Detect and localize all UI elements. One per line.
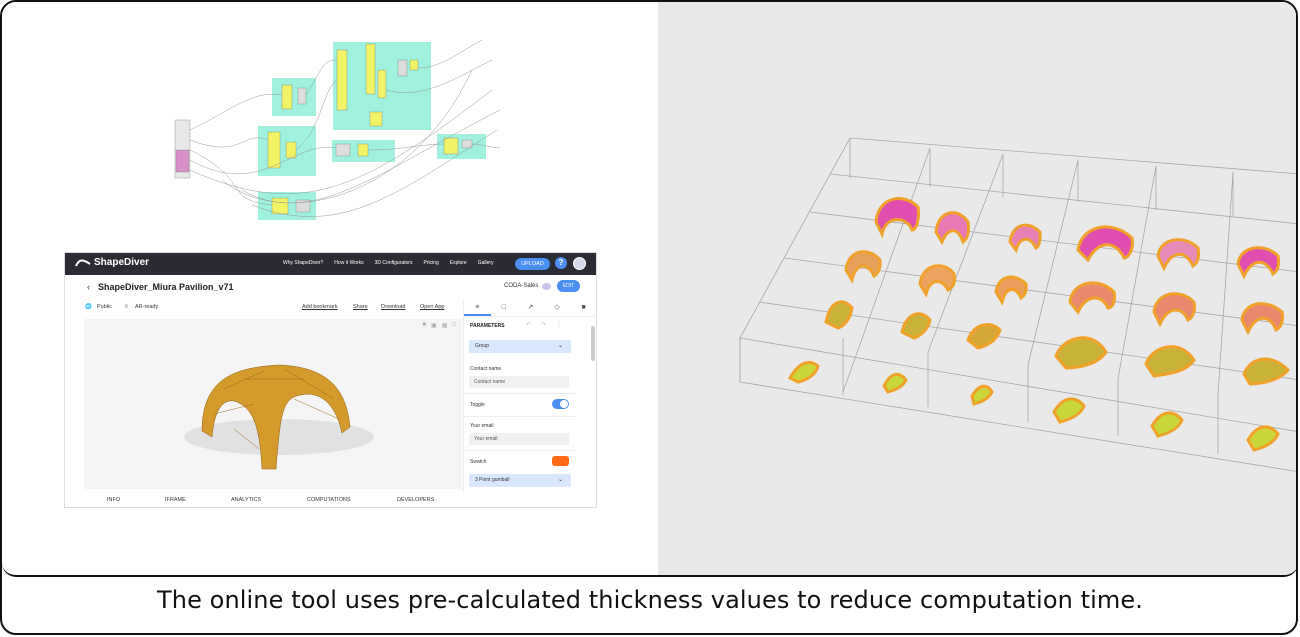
save-tab-icon[interactable]: ■ (581, 304, 586, 311)
toggle-label: Toggle (470, 402, 485, 408)
parameters-heading: PARAMETERS (470, 323, 505, 329)
nav-how-it-works[interactable]: How it Works (334, 260, 364, 266)
brand-name: ShapeDiver (94, 257, 150, 268)
bottom-tabs: INFO IFRAME ANALYTICS COMPUTATIONS DEVEL… (65, 493, 596, 507)
shapediver-app: ShapeDiver Why ShapeDiver? How it Works … (65, 253, 596, 507)
ar-ready-label: AR-ready (135, 304, 159, 310)
precalculated-grid-view (658, 2, 1296, 575)
contact-name-label: Contact name (470, 366, 502, 372)
team-icon (542, 283, 551, 290)
visibility-label[interactable]: Public (97, 304, 112, 310)
gumball-dropdown[interactable]: 3 Point gumball ⌄ (469, 474, 571, 487)
camera-icon[interactable]: ■ (422, 322, 427, 328)
group-label: Group (475, 343, 489, 349)
sliders-icon[interactable]: ≡ (464, 300, 491, 316)
tab-computations[interactable]: COMPUTATIONS (307, 497, 351, 503)
tab-iframe[interactable]: IFRAME (165, 497, 186, 503)
divider (464, 450, 576, 451)
fullscreen-icon[interactable]: □ (452, 322, 456, 328)
nav-explore[interactable]: Explore (449, 260, 467, 266)
email-input[interactable]: Your email (469, 433, 569, 445)
contact-name-input[interactable]: Contact name (469, 376, 569, 388)
ar-icon: ◊ (125, 304, 128, 310)
edit-button[interactable]: EDIT (557, 280, 580, 292)
nav-3d-configurators[interactable]: 3D Configurators (374, 260, 413, 266)
toggle-switch[interactable] (552, 399, 569, 409)
team-name[interactable]: CODA-Sales (504, 283, 539, 289)
top-navigation-bar: ShapeDiver Why ShapeDiver? How it Works … (65, 253, 596, 275)
figure-caption: The online tool uses pre-calculated thic… (157, 586, 1143, 614)
brand-logo[interactable]: ShapeDiver (75, 257, 149, 268)
nav-pricing[interactable]: Pricing (423, 260, 439, 266)
avatar[interactable] (573, 257, 586, 270)
email-label: Your email (470, 423, 494, 429)
main-nav: Why ShapeDiver? How it Works 3D Configur… (283, 260, 505, 266)
open-app-link[interactable]: Open App (420, 304, 445, 310)
gumball-label: 3 Point gumball (475, 477, 510, 483)
node-components (174, 43, 473, 215)
divider (464, 393, 576, 394)
download-link[interactable]: Download (381, 304, 406, 310)
help-icon[interactable]: ? (555, 257, 567, 269)
divider (464, 416, 576, 417)
tag-icon[interactable]: ◇ (554, 304, 560, 311)
globe-icon: 🌐 (85, 304, 92, 310)
upload-button[interactable]: UPLOAD (515, 258, 550, 270)
zoom-extents-icon[interactable]: ▦ (441, 323, 448, 329)
model-title-bar (65, 275, 596, 299)
3d-viewer[interactable]: ■ ▣ ▦ □ (84, 319, 462, 489)
add-bookmark-link[interactable]: Add bookmark (302, 304, 338, 310)
export-tab-icon[interactable]: ↗ (527, 304, 534, 311)
parameters-panel: ≡ □ ↗ ◇ ■ PARAMETERS ↶↷⋮ Group ⌄ Contact… (463, 300, 596, 492)
media-area: ShapeDiver Why ShapeDiver? How it Works … (2, 2, 1296, 577)
ar-view-icon[interactable]: ▣ (431, 323, 437, 329)
panel-tabs: ≡ □ ↗ ◇ ■ (464, 300, 596, 317)
camera-tab-icon[interactable]: □ (501, 304, 506, 311)
tab-developers[interactable]: DEVELOPERS (397, 497, 435, 503)
node-group (272, 78, 316, 116)
share-link[interactable]: Share (353, 304, 368, 310)
model-title: ShapeDiver_Miura Pavilion_v71 (98, 282, 234, 292)
color-swatch[interactable] (552, 456, 569, 466)
grid-lines (739, 137, 1296, 472)
pavilion-model (184, 364, 374, 470)
nav-why-shapediver[interactable]: Why ShapeDiver? (283, 260, 324, 266)
scrollbar[interactable] (591, 326, 595, 361)
chevron-down-icon: ⌄ (557, 343, 563, 349)
swatch-label: Swatch (470, 459, 487, 465)
grasshopper-graph (174, 39, 501, 220)
nav-gallery[interactable]: Gallery (477, 260, 494, 266)
tab-analytics[interactable]: ANALYTICS (231, 497, 262, 503)
tab-info[interactable]: INFO (107, 497, 121, 503)
viewer-toolbar: ■ ▣ ▦ □ (422, 322, 456, 329)
shell-variant-grid (739, 137, 1296, 472)
group-dropdown[interactable]: Group ⌄ (469, 340, 571, 353)
chevron-down-icon: ⌄ (557, 477, 563, 483)
wires (189, 39, 501, 217)
chevron-left-icon[interactable]: ‹ (87, 282, 90, 292)
shell-models (787, 197, 1291, 452)
undo-redo-icons[interactable]: ↶↷⋮ (526, 322, 573, 328)
shapediver-logo-icon (75, 259, 91, 266)
